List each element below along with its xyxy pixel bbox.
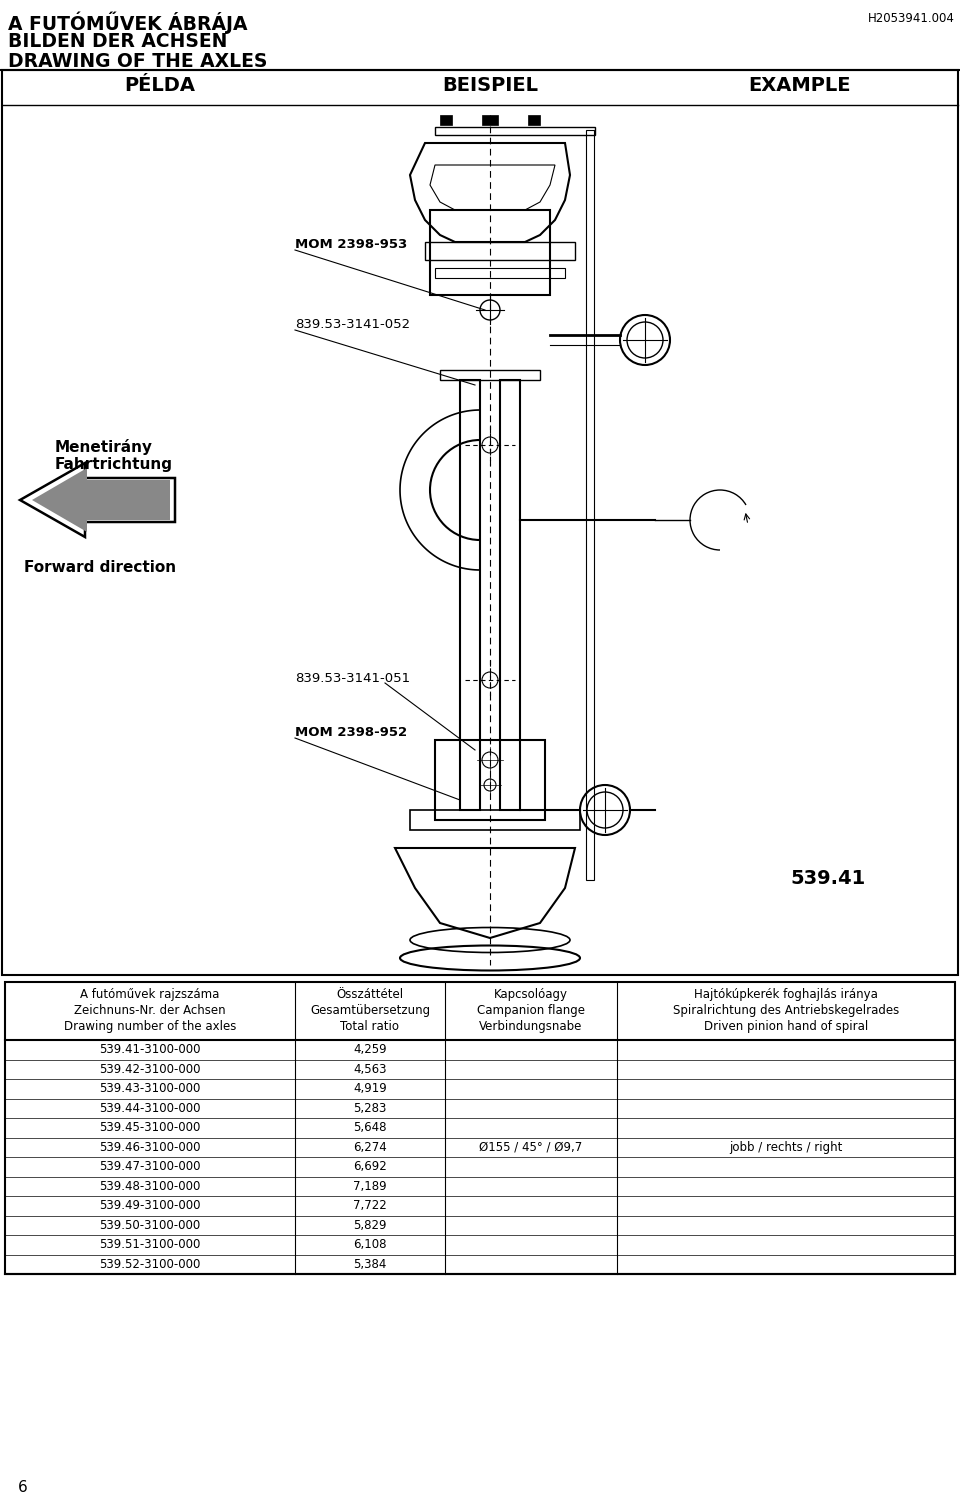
Text: 6,692: 6,692 [353,1160,387,1174]
Text: 6,274: 6,274 [353,1141,387,1154]
Text: Drawing number of the axles: Drawing number of the axles [63,1020,236,1034]
Text: EXAMPLE: EXAMPLE [749,75,852,95]
Text: 7,189: 7,189 [353,1180,387,1192]
Bar [528,115,540,125]
Bar [435,127,595,134]
Text: 539.51-3100-000: 539.51-3100-000 [99,1239,201,1251]
Bar [440,370,540,380]
Bar [440,115,452,125]
Bar [5,982,955,1274]
Text: A FUTÓMŰVEK ÁBRÁJA: A FUTÓMŰVEK ÁBRÁJA [8,12,248,35]
Text: DRAWING OF THE AXLES: DRAWING OF THE AXLES [8,51,268,71]
Text: Zeichnuns-Nr. der Achsen: Zeichnuns-Nr. der Achsen [74,1003,226,1017]
Text: BEISPIEL: BEISPIEL [442,75,538,95]
Text: 539.42-3100-000: 539.42-3100-000 [99,1062,201,1076]
Bar [482,115,498,125]
Text: 539.50-3100-000: 539.50-3100-000 [100,1219,201,1231]
Text: Forward direction: Forward direction [24,560,176,575]
Text: 5,829: 5,829 [353,1219,387,1231]
Bar [425,241,575,260]
Text: 539.43-3100-000: 539.43-3100-000 [99,1082,201,1096]
Text: 539.44-3100-000: 539.44-3100-000 [99,1102,201,1115]
Text: 539.46-3100-000: 539.46-3100-000 [99,1141,201,1154]
Text: 839.53-3141-051: 839.53-3141-051 [295,672,410,685]
Bar [586,130,594,880]
Text: 539.45-3100-000: 539.45-3100-000 [99,1121,201,1135]
Text: Campanion flange: Campanion flange [477,1003,585,1017]
Text: Ø155 / 45° / Ø9,7: Ø155 / 45° / Ø9,7 [479,1141,583,1154]
Text: Total ratio: Total ratio [341,1020,399,1034]
Bar [410,810,580,830]
Text: 4,563: 4,563 [353,1062,387,1076]
Text: 539.41: 539.41 [790,869,865,887]
Text: 4,259: 4,259 [353,1043,387,1056]
Text: A futóművek rajzszáma: A futóművek rajzszáma [81,988,220,1000]
Text: Összáttétel: Összáttétel [336,988,403,1000]
Text: Driven pinion hand of spiral: Driven pinion hand of spiral [704,1020,868,1034]
Text: 4,919: 4,919 [353,1082,387,1096]
Text: 539.47-3100-000: 539.47-3100-000 [99,1160,201,1174]
Text: 539.52-3100-000: 539.52-3100-000 [99,1257,201,1271]
Bar [500,380,520,810]
Text: H2053941.004: H2053941.004 [868,12,955,26]
Text: Spiralrichtung des Antriebskegelrades: Spiralrichtung des Antriebskegelrades [673,1003,900,1017]
Polygon shape [32,468,170,533]
Bar [430,210,550,294]
Text: PÉLDA: PÉLDA [125,75,196,95]
Text: Verbindungsnabe: Verbindungsnabe [479,1020,583,1034]
Text: 539.49-3100-000: 539.49-3100-000 [99,1200,201,1212]
Text: jobb / rechts / right: jobb / rechts / right [730,1141,843,1154]
Text: Hajtókúpkerék foghajlás iránya: Hajtókúpkerék foghajlás iránya [694,988,878,1000]
Bar [460,380,480,810]
Text: Kapcsolóagy: Kapcsolóagy [494,988,568,1000]
Text: 539.48-3100-000: 539.48-3100-000 [99,1180,201,1192]
Bar [435,269,565,278]
Text: BILDEN DER ACHSEN: BILDEN DER ACHSEN [8,32,228,51]
Text: 7,722: 7,722 [353,1200,387,1212]
Text: MOM 2398-952: MOM 2398-952 [295,726,407,739]
Text: 6,108: 6,108 [353,1239,387,1251]
Text: 839.53-3141-052: 839.53-3141-052 [295,318,410,332]
Text: Gesamtübersetzung: Gesamtübersetzung [310,1003,430,1017]
Polygon shape [20,463,175,537]
Text: 539.41-3100-000: 539.41-3100-000 [99,1043,201,1056]
Bar [435,739,545,819]
Text: 5,384: 5,384 [353,1257,387,1271]
Text: MOM 2398-953: MOM 2398-953 [295,238,407,252]
Text: Menetirány: Menetirány [55,439,153,456]
Text: 6: 6 [18,1480,28,1495]
Bar [2,69,958,975]
Text: 5,648: 5,648 [353,1121,387,1135]
Text: 5,283: 5,283 [353,1102,387,1115]
Text: Fahrtrichtung: Fahrtrichtung [55,457,173,472]
